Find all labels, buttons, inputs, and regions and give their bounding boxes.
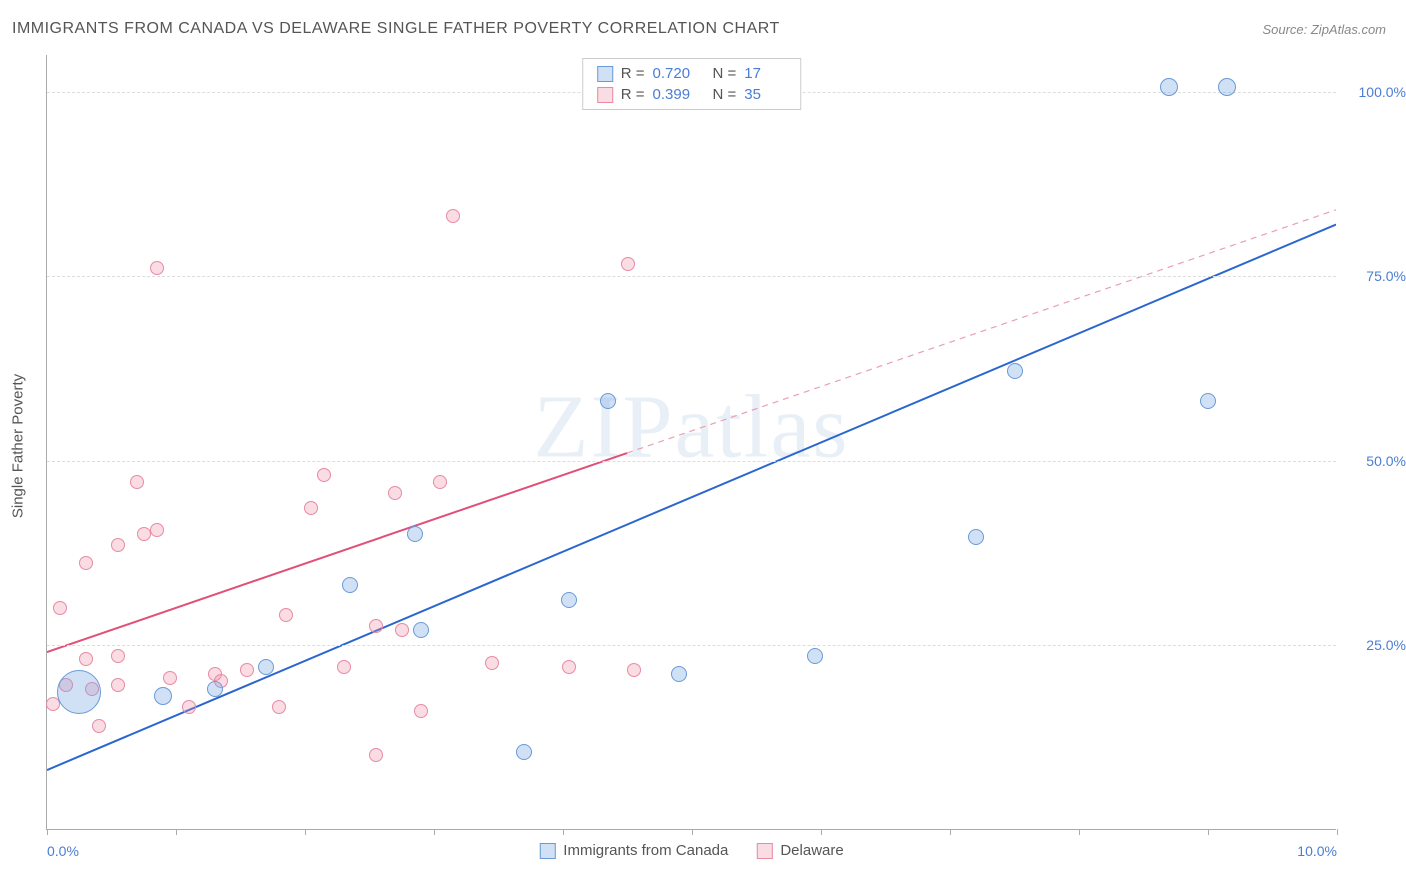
r-value: 0.720 — [653, 65, 695, 82]
y-tick-label: 100.0% — [1346, 84, 1406, 100]
canada-point — [1160, 78, 1178, 96]
delaware-point — [53, 601, 67, 615]
canada-point — [1200, 393, 1216, 409]
n-label: N = — [713, 65, 737, 82]
legend-swatch — [539, 843, 555, 859]
canada-point — [342, 577, 358, 593]
r-label: R = — [621, 86, 645, 103]
legend-series-label: Delaware — [780, 842, 843, 859]
x-tick — [305, 829, 306, 835]
n-value: 35 — [744, 86, 786, 103]
canada-point — [1218, 78, 1236, 96]
canada-point — [407, 526, 423, 542]
trend-line — [47, 225, 1336, 770]
delaware-point — [137, 527, 151, 541]
delaware-point — [272, 700, 286, 714]
legend-swatch — [597, 87, 613, 103]
delaware-point — [414, 704, 428, 718]
y-tick-label: 75.0% — [1346, 268, 1406, 284]
delaware-point — [79, 652, 93, 666]
canada-point — [516, 744, 532, 760]
legend-series-item: Delaware — [756, 842, 843, 859]
legend-swatch — [756, 843, 772, 859]
canada-point — [968, 529, 984, 545]
canada-point — [1007, 363, 1023, 379]
delaware-point — [111, 649, 125, 663]
r-value: 0.399 — [653, 86, 695, 103]
source-attribution: Source: ZipAtlas.com — [1262, 22, 1386, 37]
delaware-point — [562, 660, 576, 674]
delaware-point — [337, 660, 351, 674]
canada-point — [258, 659, 274, 675]
canada-point — [413, 622, 429, 638]
y-axis-label: Single Father Poverty — [10, 374, 27, 518]
gridline — [47, 461, 1336, 462]
delaware-point — [150, 261, 164, 275]
n-label: N = — [713, 86, 737, 103]
canada-point — [671, 666, 687, 682]
delaware-point — [369, 748, 383, 762]
canada-point — [57, 670, 101, 714]
x-tick-label: 10.0% — [1297, 843, 1337, 859]
delaware-point — [369, 619, 383, 633]
delaware-point — [163, 671, 177, 685]
y-tick-label: 25.0% — [1346, 637, 1406, 653]
trend-lines-layer — [47, 55, 1336, 829]
delaware-point — [130, 475, 144, 489]
x-tick — [692, 829, 693, 835]
x-tick — [434, 829, 435, 835]
legend-swatch — [597, 66, 613, 82]
x-tick — [1079, 829, 1080, 835]
x-tick-label: 0.0% — [47, 843, 79, 859]
delaware-point — [485, 656, 499, 670]
x-tick — [1208, 829, 1209, 835]
canada-point — [807, 648, 823, 664]
delaware-point — [621, 257, 635, 271]
canada-point — [561, 592, 577, 608]
delaware-point — [111, 678, 125, 692]
canada-point — [154, 687, 172, 705]
gridline — [47, 645, 1336, 646]
legend-series-item: Immigrants from Canada — [539, 842, 728, 859]
delaware-point — [627, 663, 641, 677]
legend-series-label: Immigrants from Canada — [563, 842, 728, 859]
x-tick — [563, 829, 564, 835]
x-tick — [1337, 829, 1338, 835]
delaware-point — [79, 556, 93, 570]
r-label: R = — [621, 65, 645, 82]
delaware-point — [433, 475, 447, 489]
plot-area: ZIPatlas R =0.720N =17R =0.399N =35 Immi… — [46, 55, 1336, 830]
chart-title: IMMIGRANTS FROM CANADA VS DELAWARE SINGL… — [12, 20, 780, 38]
x-tick — [950, 829, 951, 835]
y-tick-label: 50.0% — [1346, 453, 1406, 469]
delaware-point — [111, 538, 125, 552]
legend-series: Immigrants from Canada Delaware — [539, 842, 843, 859]
delaware-point — [92, 719, 106, 733]
gridline — [47, 276, 1336, 277]
x-tick — [176, 829, 177, 835]
watermark: ZIPatlas — [534, 375, 850, 478]
legend-correlation-row: R = 0.399 N = 35 — [597, 84, 787, 105]
delaware-point — [388, 486, 402, 500]
legend-correlation: R = 0.720 N = 17 R = 0.399 N = 35 — [582, 58, 802, 110]
delaware-point — [182, 700, 196, 714]
delaware-point — [304, 501, 318, 515]
delaware-point — [317, 468, 331, 482]
x-tick — [47, 829, 48, 835]
legend-correlation-row: R = 0.720 N = 17 — [597, 63, 787, 84]
delaware-point — [240, 663, 254, 677]
trend-line — [627, 210, 1336, 453]
delaware-point — [395, 623, 409, 637]
delaware-point — [279, 608, 293, 622]
canada-point — [207, 681, 223, 697]
x-tick — [821, 829, 822, 835]
n-value: 17 — [744, 65, 786, 82]
delaware-point — [150, 523, 164, 537]
delaware-point — [446, 209, 460, 223]
canada-point — [600, 393, 616, 409]
